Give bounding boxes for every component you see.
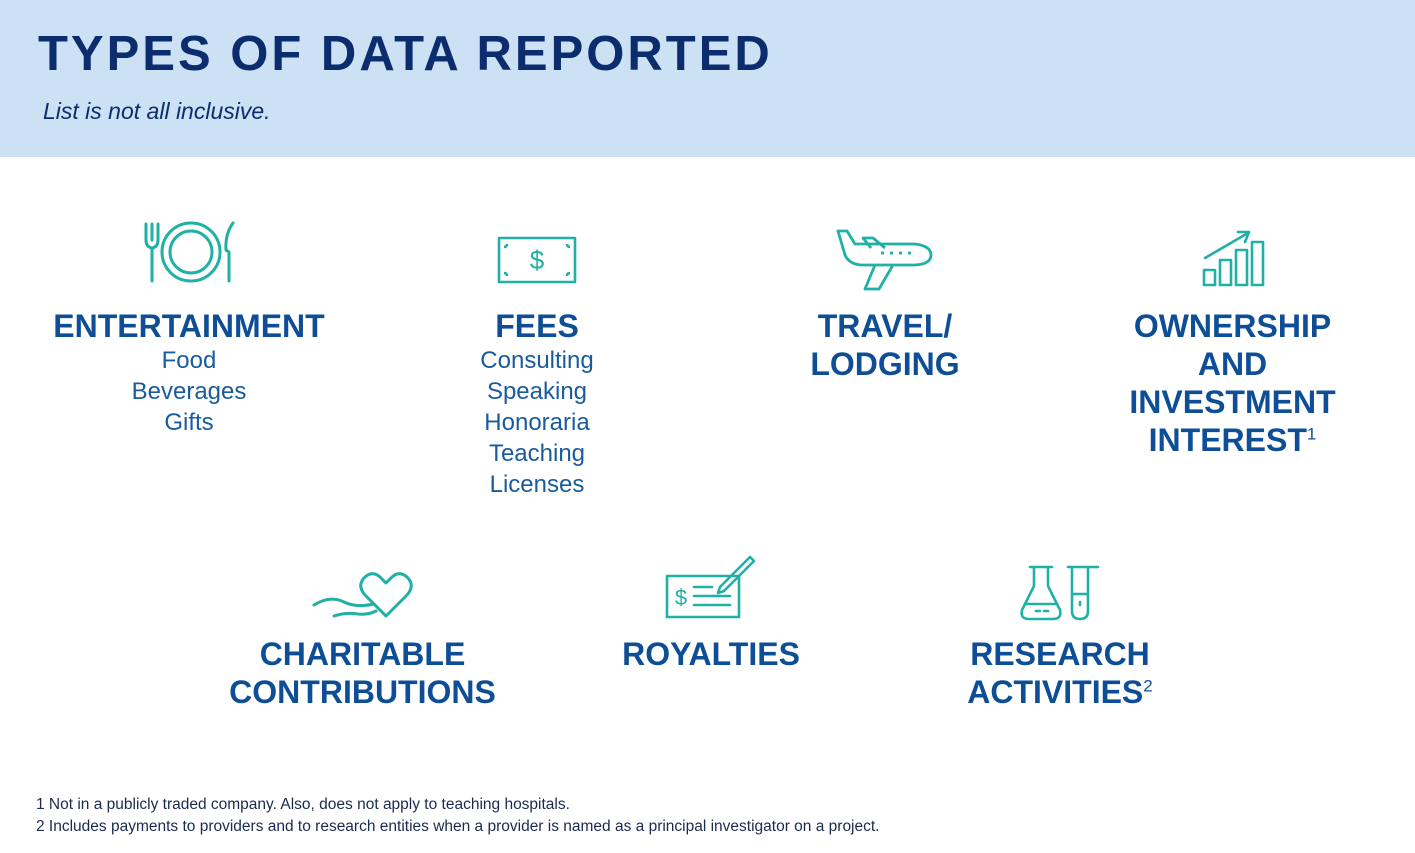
svg-text:$: $ [530, 245, 545, 275]
category-title: ENTERTAINMENT [53, 308, 325, 344]
footnote-1: 1 Not in a publicly traded company. Also… [36, 796, 570, 813]
footnote-marker: 1 [1306, 424, 1317, 444]
lab-flask-tube-icon [1020, 565, 1100, 621]
category-title: ROYALTIES [622, 636, 800, 672]
category-title-last-line: INTEREST1 [1090, 421, 1375, 459]
category-item: Speaking [486, 378, 588, 405]
category-item: Consulting [480, 347, 594, 374]
category-title: TRAVEL/ [817, 308, 953, 344]
category-item: Food [161, 347, 217, 374]
category-title: AND [1197, 346, 1268, 382]
footnote-2: 2 Includes payments to providers and to … [36, 818, 880, 835]
plate-fork-knife-icon [144, 221, 235, 283]
header-banner: TYPES OF DATA REPORTED List is not all i… [0, 0, 1415, 157]
category-research-activities: RESEARCH ACTIVITIES2 [935, 635, 1185, 711]
airplane-icon [836, 229, 933, 291]
category-travel-lodging: TRAVEL/ LODGING [770, 307, 1000, 383]
category-title-last-line: ACTIVITIES2 [935, 673, 1185, 711]
category-title-text: ACTIVITIES [967, 674, 1144, 710]
category-title: RESEARCH [970, 636, 1150, 672]
category-title: CHARITABLE [259, 636, 466, 672]
category-charitable-contributions: CHARITABLE CONTRIBUTIONS [205, 635, 520, 711]
page-subtitle: List is not all inclusive. [43, 98, 271, 124]
category-item: Gifts [164, 409, 214, 436]
heart-icon [312, 572, 413, 618]
category-fees: FEES Consulting Speaking Honoraria Teach… [427, 307, 647, 500]
category-title: OWNERSHIP [1133, 308, 1332, 344]
category-title: CONTRIBUTIONS [229, 674, 496, 710]
page-title: TYPES OF DATA REPORTED [38, 27, 773, 81]
dollar-bill-icon: $ [497, 236, 577, 284]
category-ownership-investment: OWNERSHIP AND INVESTMENT INTEREST1 [1090, 307, 1375, 459]
footnotes: 1 Not in a publicly traded company. Also… [36, 794, 880, 838]
footnote-marker: 2 [1143, 676, 1153, 696]
category-item: Licenses [489, 471, 585, 498]
category-royalties: ROYALTIES [600, 635, 822, 673]
category-item: Teaching [488, 440, 586, 467]
check-pen-icon: $ [665, 555, 756, 619]
category-entertainment: ENTERTAINMENT Food Beverages Gifts [40, 307, 338, 438]
category-item: Honoraria [484, 409, 590, 436]
category-item: Beverages [131, 378, 247, 405]
category-title-text: INTEREST [1148, 422, 1307, 458]
category-title: LODGING [810, 346, 960, 382]
growth-chart-icon [1202, 230, 1265, 287]
category-title: FEES [495, 308, 579, 344]
svg-text:$: $ [675, 585, 687, 610]
category-title: INVESTMENT [1129, 384, 1336, 420]
